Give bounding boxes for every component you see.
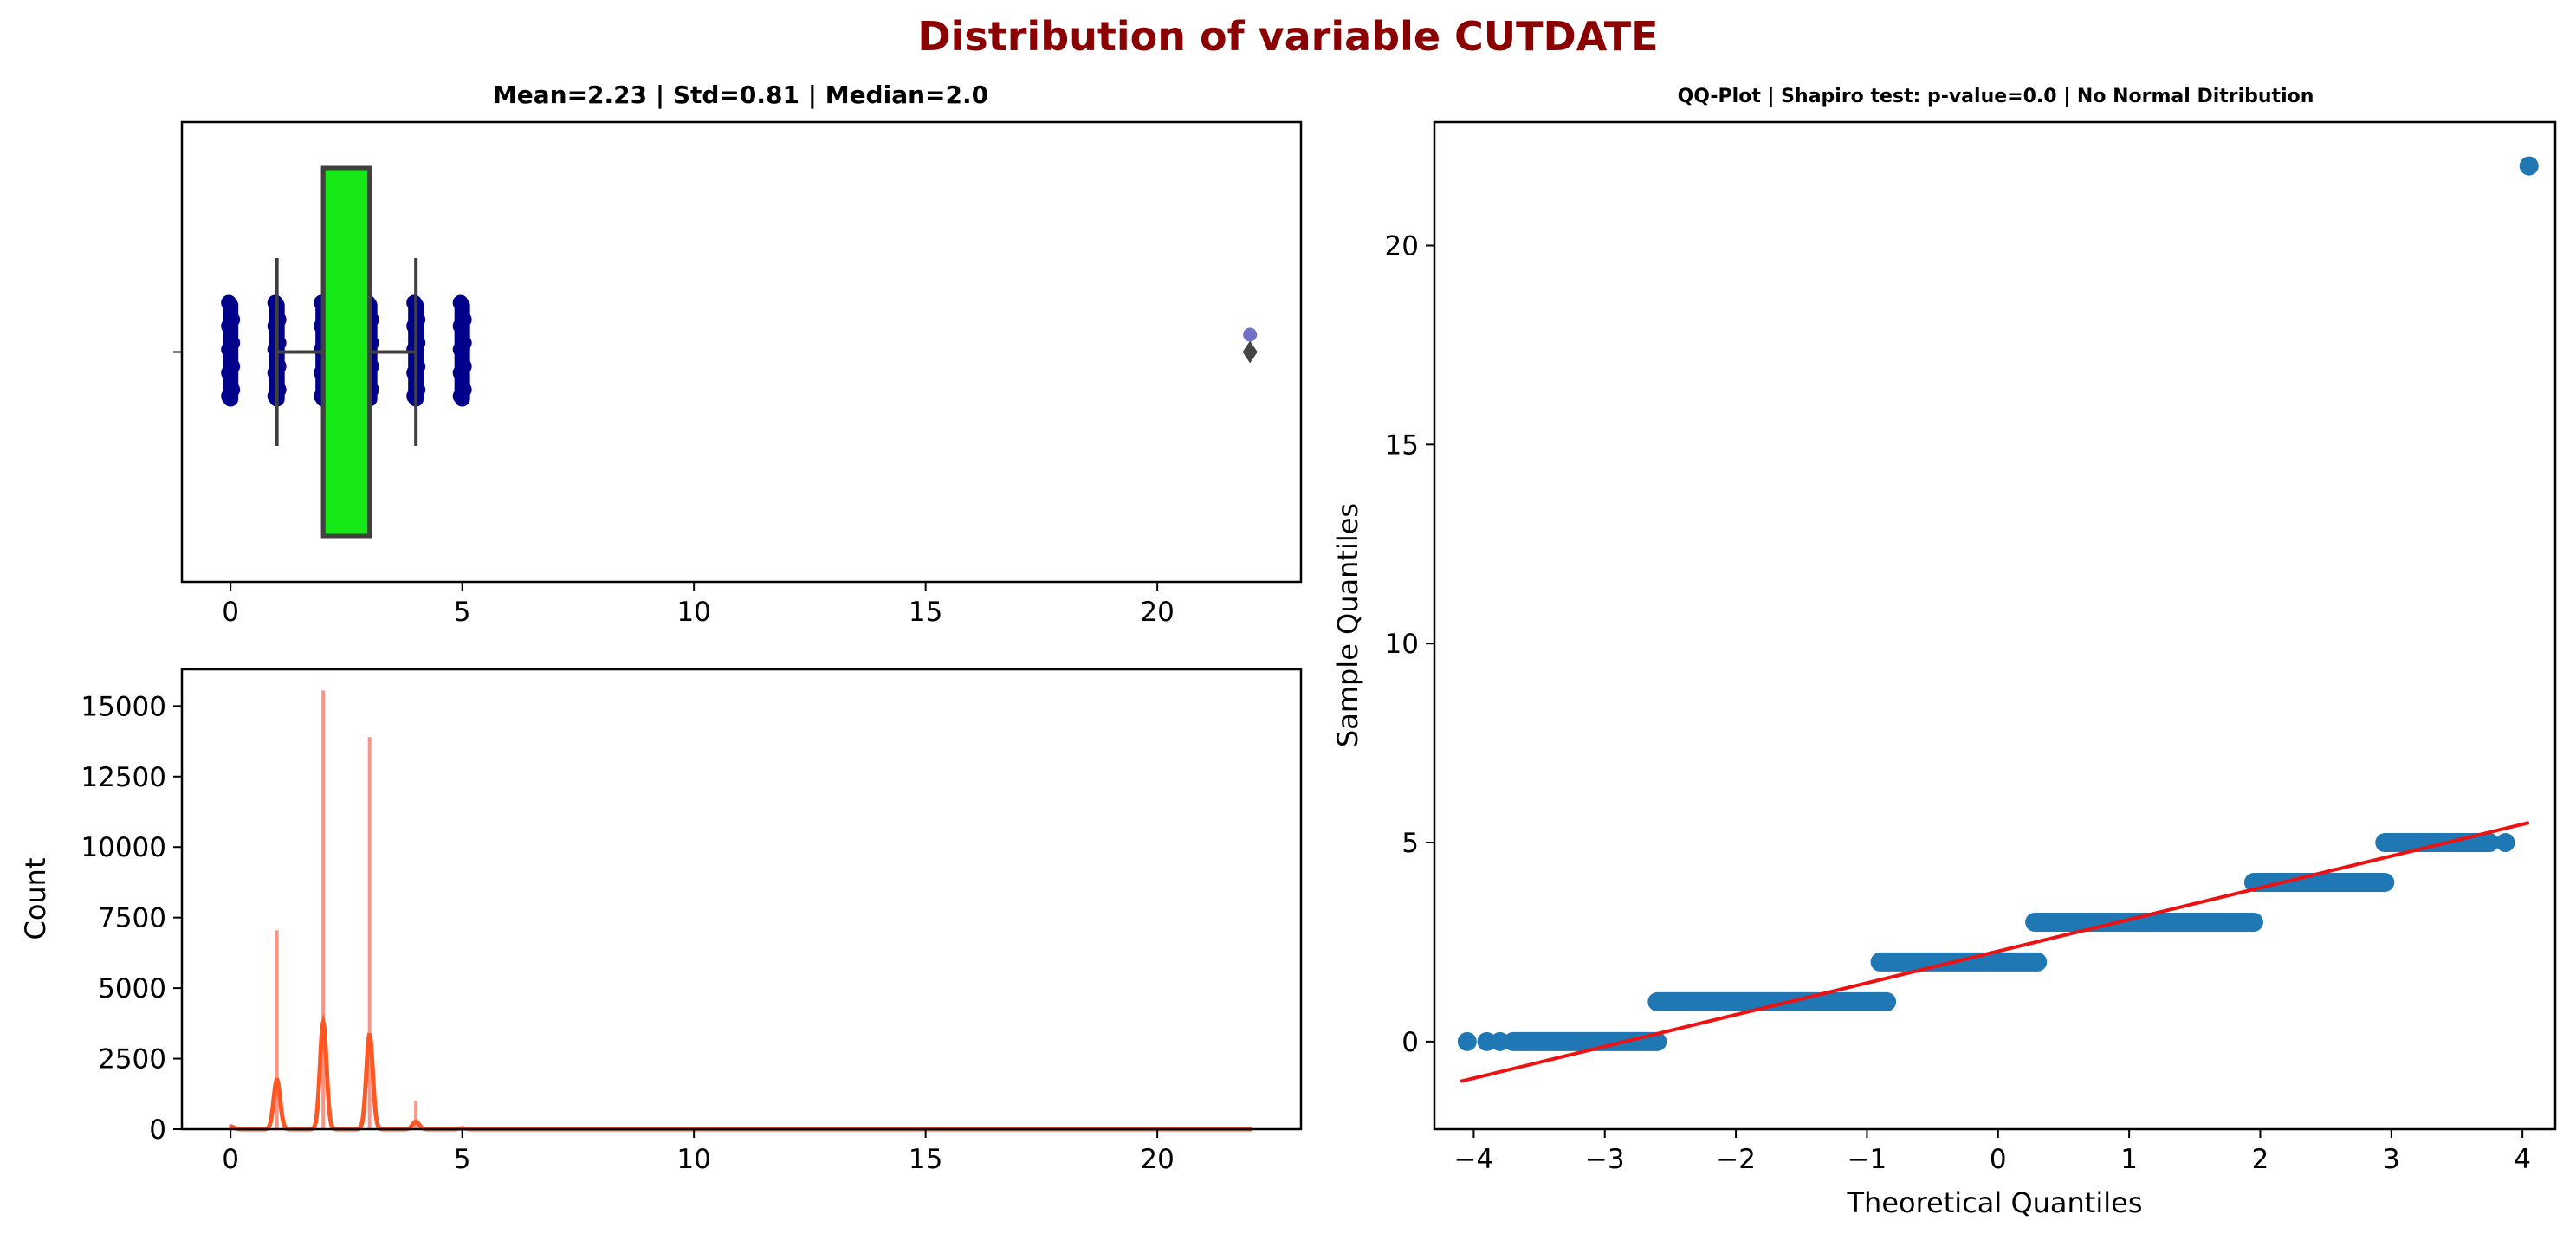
qqplot-x-tick-label: −4 [1454, 1144, 1494, 1175]
histogram-axes-frame [180, 668, 1303, 1131]
qqplot-point [2519, 156, 2539, 176]
histogram-bar [275, 930, 279, 1129]
boxplot-strip-point [221, 341, 237, 358]
boxplot-strip-point [452, 294, 469, 311]
qqplot-y-tick-label: 0 [1401, 1027, 1419, 1058]
boxplot-strip-point [452, 318, 469, 334]
qqplot-x-tick-label: 1 [2120, 1144, 2138, 1175]
qqplot-x-tick-label: 4 [2514, 1144, 2531, 1175]
boxplot-panel: Mean=2.23 | Std=0.81 | Median=2.0 0 5 10 15… [173, 81, 1303, 628]
qqplot-point [1457, 1031, 1477, 1051]
qqplot-title: QQ-Plot | Shapiro test: p-value=0.0 | No… [1678, 86, 2314, 107]
histogram-x-tick-label: 5 [454, 1144, 471, 1175]
histogram-kde-line [230, 1013, 1252, 1132]
histogram-y-tick-label: 5000 [98, 973, 166, 1004]
qqplot-y-tick-label: 10 [1385, 629, 1419, 660]
histogram-y-tick-label: 12500 [81, 762, 166, 793]
histogram-bar [367, 737, 372, 1129]
boxplot-strip-point [221, 388, 237, 404]
histogram-y-tick-label: 7500 [98, 903, 166, 934]
qqplot-y-tick-label: 20 [1385, 231, 1419, 262]
boxplot-x-tick-label: 10 [676, 597, 710, 628]
boxplot-x-tick-label: 0 [222, 597, 239, 628]
histogram-ylabel: Count [19, 857, 52, 940]
boxplot-strip-point [1243, 327, 1258, 342]
qqplot-xlabel: Theoretical Quantiles [1847, 1186, 2143, 1219]
qqplot-x-tick-label: 3 [2383, 1144, 2400, 1175]
histogram-x-tick-label: 0 [222, 1144, 239, 1175]
boxplot-title: Mean=2.23 | Std=0.81 | Median=2.0 [493, 81, 988, 109]
histogram-x-tick-label: 10 [676, 1144, 710, 1175]
boxplot-flier [1242, 340, 1258, 364]
qqplot-axes-ticks: −4 −3 −2 −1 0 1 2 3 4 0 5 10 15 20 [1385, 231, 2531, 1175]
boxplot-x-axis: 0 5 10 15 20 [173, 351, 1175, 628]
histogram-y-tick-label: 15000 [81, 691, 166, 722]
qqplot-point [2495, 833, 2515, 853]
qqplot-y-tick-label: 15 [1385, 429, 1419, 461]
qqplot-x-tick-label: −2 [1716, 1144, 1756, 1175]
boxplot-x-tick-label: 20 [1140, 597, 1174, 628]
boxplot-strip-point [452, 365, 469, 381]
qqplot-x-tick-label: −1 [1848, 1144, 1887, 1175]
boxplot-x-tick-label: 5 [454, 597, 471, 628]
histogram-bar [414, 1101, 418, 1129]
histogram-y-tick-label: 2500 [98, 1044, 166, 1075]
histogram-y-tick-label: 10000 [81, 832, 166, 863]
boxplot-strip-point [221, 365, 237, 381]
boxplot-strip-point [221, 318, 237, 334]
boxplot-strip-points [221, 294, 1258, 407]
histogram-x-tick-label: 15 [909, 1144, 942, 1175]
qqplot-x-tick-label: 2 [2252, 1144, 2269, 1175]
histogram-panel: 0 5 10 15 20 0 2500 5000 7500 10000 12500 15000 Cou… [19, 668, 1303, 1175]
qqplot-fit-line [1460, 821, 2530, 1083]
qqplot-point [1477, 1031, 1497, 1051]
qqplot-axes-frame [1433, 120, 2557, 1131]
qqplot-y-tick-label: 5 [1401, 828, 1419, 859]
qqplot-x-tick-label: −3 [1585, 1144, 1625, 1175]
qqplot-panel: QQ-Plot | Shapiro test: p-value=0.0 | No… [1331, 86, 2557, 1219]
boxplot-strip-point [452, 341, 469, 358]
boxplot-strip-point [452, 388, 469, 404]
boxplot-x-tick-label: 15 [909, 597, 942, 628]
boxplot-box [275, 165, 1258, 539]
boxplot-strip-point [221, 294, 237, 311]
histogram-y-tick-label: 0 [149, 1114, 166, 1146]
histogram-axes-ticks: 0 5 10 15 20 0 2500 5000 7500 10000 12500 15000 [81, 691, 1175, 1175]
histogram-x-tick-label: 20 [1140, 1144, 1174, 1175]
qqplot-x-tick-label: 0 [1990, 1144, 2007, 1175]
qqplot-ylabel: Sample Quantiles [1331, 503, 1364, 747]
boxplot-iqr-box [320, 165, 372, 539]
histogram-bar [321, 690, 326, 1129]
qqplot-point [1490, 1031, 1510, 1051]
figure-suptitle: Distribution of variable CUTDATE [917, 13, 1658, 60]
histogram-bars [229, 690, 1252, 1129]
qqplot-points [1457, 156, 2539, 1051]
